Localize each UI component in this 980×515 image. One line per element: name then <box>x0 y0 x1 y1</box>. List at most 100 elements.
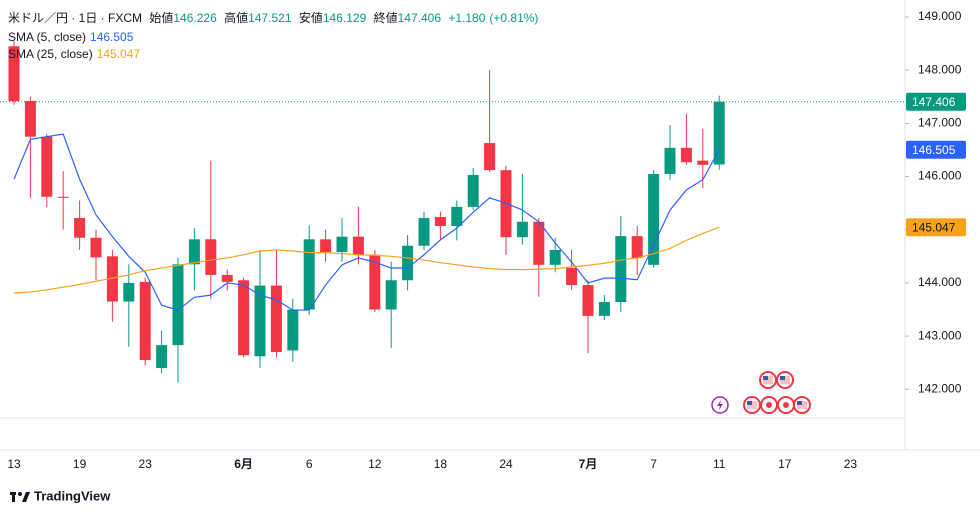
event-lightning[interactable] <box>711 396 729 414</box>
x-tick-label: 19 <box>73 457 87 471</box>
y-tick-label: 146.000 <box>918 169 962 183</box>
candle-body <box>254 285 266 357</box>
event-flag[interactable] <box>743 396 761 414</box>
candle-body <box>369 254 381 310</box>
candle-body <box>270 285 282 353</box>
candle-body <box>336 236 348 253</box>
candle-body <box>434 216 446 227</box>
candle-body <box>533 221 545 265</box>
candle-body <box>697 160 709 165</box>
price-tag <box>906 92 966 111</box>
x-tick-label: 23 <box>844 457 858 471</box>
x-tick-label: 6 <box>306 457 313 471</box>
candle-body <box>451 206 463 227</box>
y-tick-label: 148.000 <box>918 62 962 76</box>
candle-body <box>713 101 725 165</box>
candle-body <box>566 268 578 286</box>
high-label: 高値 <box>224 11 249 25</box>
sma-line <box>13 133 720 311</box>
candle-body <box>238 280 250 356</box>
candle-body <box>680 147 692 163</box>
candle-body <box>205 239 217 275</box>
symbol-title[interactable]: 米ドル／円 · 1日 · FXCM <box>8 11 142 25</box>
candle-body <box>74 218 86 238</box>
candle-body <box>188 239 200 265</box>
candle-body <box>57 196 69 198</box>
legend-value: 146.505 <box>90 30 134 44</box>
x-tick-label: 24 <box>499 457 513 471</box>
price-tag-label: 146.505 <box>912 143 956 157</box>
candle-body <box>631 236 643 258</box>
sma5-legend[interactable]: SMA (5, close) 146.505 <box>8 29 137 45</box>
candle-body <box>8 46 20 102</box>
x-tick-label: 17 <box>778 457 792 471</box>
x-tick-label: 7月 <box>579 457 598 471</box>
x-tick-label: 23 <box>139 457 153 471</box>
candle-body <box>156 345 168 369</box>
candle-body <box>516 221 528 238</box>
candle-body <box>582 285 594 316</box>
candle-body <box>172 264 184 346</box>
change-percent: (+0.81%) <box>489 11 539 25</box>
y-tick-label: 144.000 <box>918 275 962 289</box>
candle-body <box>41 136 53 197</box>
x-tick-label: 6月 <box>234 457 253 471</box>
candle-body <box>352 236 364 255</box>
y-tick-label: 149.000 <box>918 9 962 23</box>
open-label: 始値 <box>149 11 174 25</box>
candle-body <box>287 309 299 351</box>
candle-body <box>598 302 610 316</box>
low-label: 安値 <box>298 11 323 25</box>
x-tick-label: 13 <box>7 457 21 471</box>
candle-body <box>549 249 561 265</box>
price-tag <box>906 218 966 237</box>
y-tick-label: 147.000 <box>918 116 962 130</box>
event-flag[interactable] <box>759 371 777 389</box>
x-tick-label: 7 <box>650 457 657 471</box>
candle-body <box>418 218 430 246</box>
high-value: 147.521 <box>248 11 292 25</box>
event-flag[interactable] <box>793 396 811 414</box>
legend-value: 145.047 <box>96 47 141 61</box>
event-flag[interactable] <box>776 371 794 389</box>
price-tag <box>906 140 966 159</box>
symbol-legend: 米ドル／円 · 1日 · FXCM 始値146.226 高値147.521 安値… <box>8 10 542 26</box>
low-value: 146.129 <box>322 11 367 25</box>
candle-body <box>106 256 118 302</box>
x-tick-label: 18 <box>434 457 448 471</box>
candle-body <box>320 239 332 253</box>
sma-line <box>13 226 720 294</box>
candle-body <box>467 174 479 207</box>
candle-body <box>221 274 233 282</box>
y-tick-label: 142.000 <box>918 381 962 395</box>
legend-name: SMA (5, close) <box>8 30 87 44</box>
candle-body <box>385 280 397 310</box>
candle-body <box>139 281 151 361</box>
candle-body <box>615 236 627 303</box>
brand-name[interactable]: TradingView <box>34 488 111 503</box>
price-tag-label: 145.047 <box>912 220 956 234</box>
close-value: 147.406 <box>397 11 441 25</box>
plot-area <box>0 40 905 383</box>
event-dot[interactable] <box>760 396 778 414</box>
open-value: 146.226 <box>173 11 217 25</box>
candle-body <box>402 245 414 281</box>
close-label: 終値 <box>373 11 398 25</box>
candle-body <box>648 173 660 265</box>
event-icons[interactable] <box>711 371 811 414</box>
candle-body <box>484 143 496 171</box>
candle-body <box>90 237 102 258</box>
y-tick-label: 143.000 <box>918 328 962 342</box>
price-tag-label: 147.406 <box>912 95 956 109</box>
legend-name: SMA (25, close) <box>8 47 93 61</box>
x-tick-label: 11 <box>713 457 726 471</box>
event-dot[interactable] <box>777 396 795 414</box>
x-tick-label: 12 <box>368 457 382 471</box>
candle-body <box>664 147 676 174</box>
brand-logo[interactable] <box>10 492 30 502</box>
candle-body <box>303 239 315 310</box>
sma25-legend[interactable]: SMA (25, close) 145.047 <box>8 46 144 62</box>
change-value: +1.180 <box>448 11 486 25</box>
